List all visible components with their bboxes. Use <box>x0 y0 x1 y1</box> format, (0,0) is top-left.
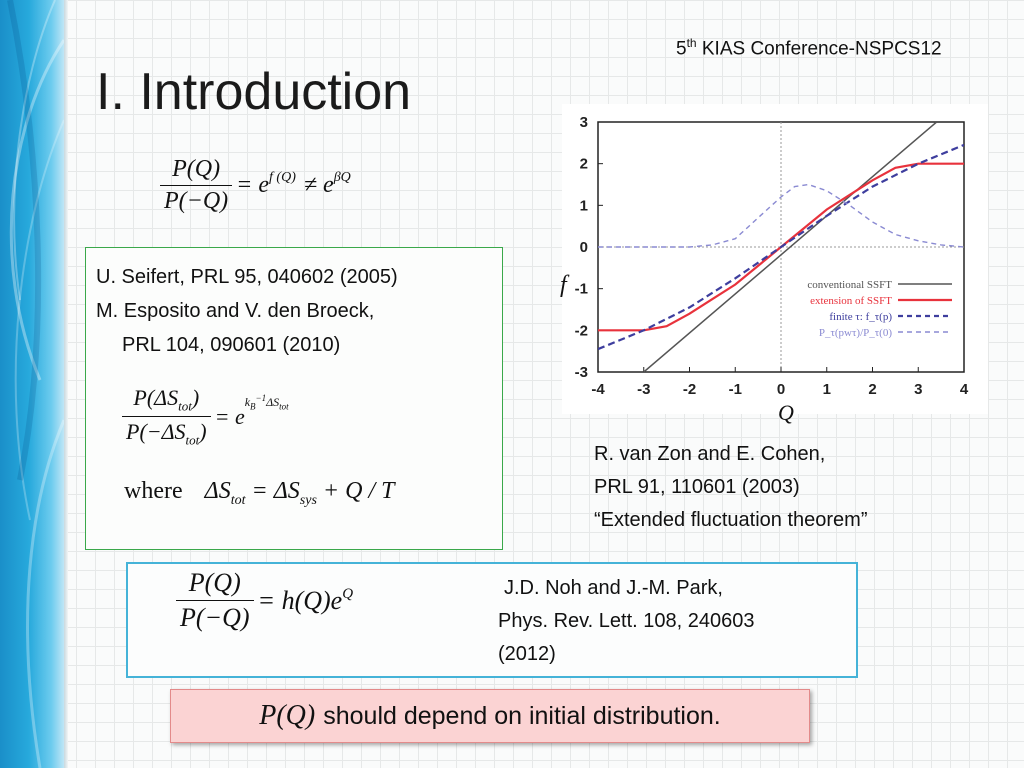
reference-van-zon-journal: PRL 91, 110601 (2003) <box>594 476 800 498</box>
reference-seifert: U. Seifert, PRL 95, 040602 (2005) <box>96 266 398 288</box>
conclusion-callout: P(Q) should depend on initial distributi… <box>170 689 810 743</box>
x-tick-label: -2 <box>683 381 696 398</box>
reference-list-right: R. van Zon and E. Cohen, PRL 91, 110601 … <box>594 438 868 537</box>
legend-label-2: extension of SSFT <box>810 295 892 307</box>
x-tick-label: -4 <box>591 381 605 398</box>
eq1-denominator: P(−Q) <box>160 185 233 215</box>
reference-list-bottom: J.D. Noh and J.-M. Park, Phys. Rev. Lett… <box>498 572 754 671</box>
eq1-rel1: = e <box>236 172 270 198</box>
y-tick-label: 3 <box>580 114 588 131</box>
conference-label: 5th KIAS Conference-NSPCS12 <box>676 36 942 60</box>
reference-van-zon-title: “Extended fluctuation theorem” <box>594 509 868 531</box>
eq2-denominator: P(−ΔStot) <box>122 416 211 448</box>
eq1-exp2: βQ <box>333 170 351 185</box>
reference-esposito-journal: PRL 104, 090601 (2010) <box>122 334 341 356</box>
eq4-numerator: P(Q) <box>188 568 241 597</box>
y-tick-label: 2 <box>580 156 588 173</box>
y-tick-label: 1 <box>580 197 588 214</box>
x-tick-label: 2 <box>868 381 876 398</box>
eq1-rel2: ≠ e <box>303 172 334 198</box>
eq4-exp: Q <box>342 586 354 602</box>
entropy-definition-equation: where ΔStot = ΔSsys + Q / T <box>124 478 395 508</box>
eq1-exp1: f (Q) <box>269 170 296 185</box>
reference-list-top: U. Seifert, PRL 95, 040602 (2005) M. Esp… <box>96 260 398 362</box>
y-tick-label: -3 <box>575 364 588 381</box>
eq4-denominator: P(−Q) <box>176 600 254 633</box>
reference-box-blue <box>126 562 858 678</box>
eq1-numerator: P(Q) <box>172 156 221 182</box>
eq2-exponent: kB−1ΔStot <box>244 393 289 412</box>
reference-van-zon: R. van Zon and E. Cohen, <box>594 443 826 465</box>
x-tick-label: 3 <box>914 381 922 398</box>
sidebar-swirl-decoration <box>7 0 64 768</box>
reference-box-green <box>85 247 503 550</box>
callout-math: P(Q) <box>259 700 316 731</box>
x-tick-label: 1 <box>823 381 831 398</box>
decorative-sidebar <box>0 0 64 768</box>
eq2-rhs: = e <box>214 403 245 429</box>
slide-title: I. Introduction <box>96 63 412 121</box>
noh-park-equation: P(Q) P(−Q) = h(Q)e Q <box>176 568 353 633</box>
y-axis-symbol: f <box>560 272 567 298</box>
fluctuation-plot: -4 -3 -2 -1 0 1 2 3 4 3 2 1 0 -1 -2 -3 conventional SSFT… <box>562 104 988 414</box>
x-tick-label: -3 <box>637 381 650 398</box>
reference-esposito: M. Esposito and V. den Broeck, <box>96 300 375 322</box>
reference-noh-park: J.D. Noh and J.-M. Park, <box>504 577 723 599</box>
entropy-fluctuation-equation: P(ΔStot) P(−ΔStot) = e kB−1ΔStot <box>122 385 289 449</box>
x-axis-symbol: Q <box>778 400 794 425</box>
y-tick-label: -2 <box>575 322 588 339</box>
y-tick-label: 0 <box>580 239 588 256</box>
series-line-3 <box>598 143 964 351</box>
legend-label-4: P_τ(pwτ)/P_τ(0) <box>819 327 892 339</box>
callout-text: should depend on initial distribution. <box>323 701 721 730</box>
reference-noh-park-journal: Phys. Rev. Lett. 108, 240603 <box>498 610 755 632</box>
where-label: where <box>124 478 183 504</box>
series-line-1 <box>643 122 938 372</box>
x-tick-label: 4 <box>960 381 969 398</box>
sidebar-edge <box>64 0 68 768</box>
eq2-numerator: P(ΔStot) <box>133 385 200 414</box>
legend-label-3: finite τ: f_τ(p) <box>829 311 892 323</box>
reference-noh-park-year: (2012) <box>498 643 556 665</box>
x-tick-label: -1 <box>729 381 742 398</box>
eq4-rhs: = h(Q)e <box>257 585 343 615</box>
x-tick-label: 0 <box>777 381 785 398</box>
y-tick-label: -1 <box>575 281 588 298</box>
legend-label-1: conventional SSFT <box>807 279 892 291</box>
